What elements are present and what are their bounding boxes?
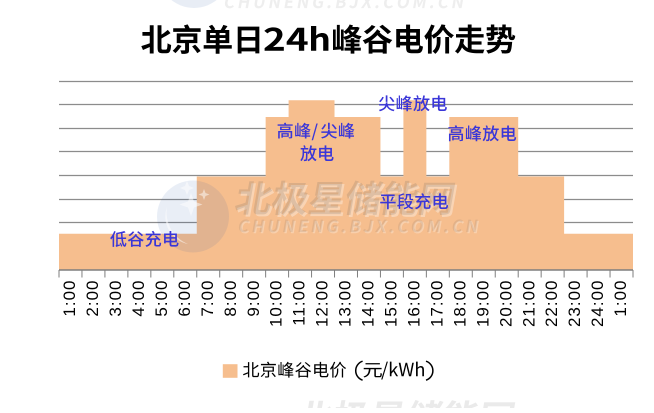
svg-text:13:00: 13:00 xyxy=(336,280,355,328)
svg-text:21:00: 21:00 xyxy=(519,280,538,328)
svg-text:1:00: 1:00 xyxy=(611,280,630,317)
svg-text:14:00: 14:00 xyxy=(359,280,378,328)
svg-text:9:00: 9:00 xyxy=(244,280,263,317)
svg-text:8:00: 8:00 xyxy=(221,280,240,317)
svg-text:6:00: 6:00 xyxy=(175,280,194,317)
svg-text:4:00: 4:00 xyxy=(129,280,148,317)
svg-text:20:00: 20:00 xyxy=(496,280,515,328)
svg-text:16:00: 16:00 xyxy=(404,280,423,328)
svg-text:24:00: 24:00 xyxy=(588,280,607,328)
svg-text:11:00: 11:00 xyxy=(290,280,309,326)
svg-text:10:00: 10:00 xyxy=(267,280,286,328)
svg-text:7:00: 7:00 xyxy=(198,280,217,317)
svg-text:17:00: 17:00 xyxy=(427,280,446,328)
svg-text:19:00: 19:00 xyxy=(473,280,492,328)
svg-text:3:00: 3:00 xyxy=(106,280,125,317)
svg-text:15:00: 15:00 xyxy=(382,280,401,328)
svg-text:12:00: 12:00 xyxy=(313,280,332,328)
svg-text:1:00: 1:00 xyxy=(60,280,79,317)
svg-text:2:00: 2:00 xyxy=(83,280,102,317)
svg-text:5:00: 5:00 xyxy=(152,280,171,317)
svg-text:18:00: 18:00 xyxy=(450,280,469,328)
svg-text:22:00: 22:00 xyxy=(542,280,561,328)
svg-text:23:00: 23:00 xyxy=(565,280,584,328)
